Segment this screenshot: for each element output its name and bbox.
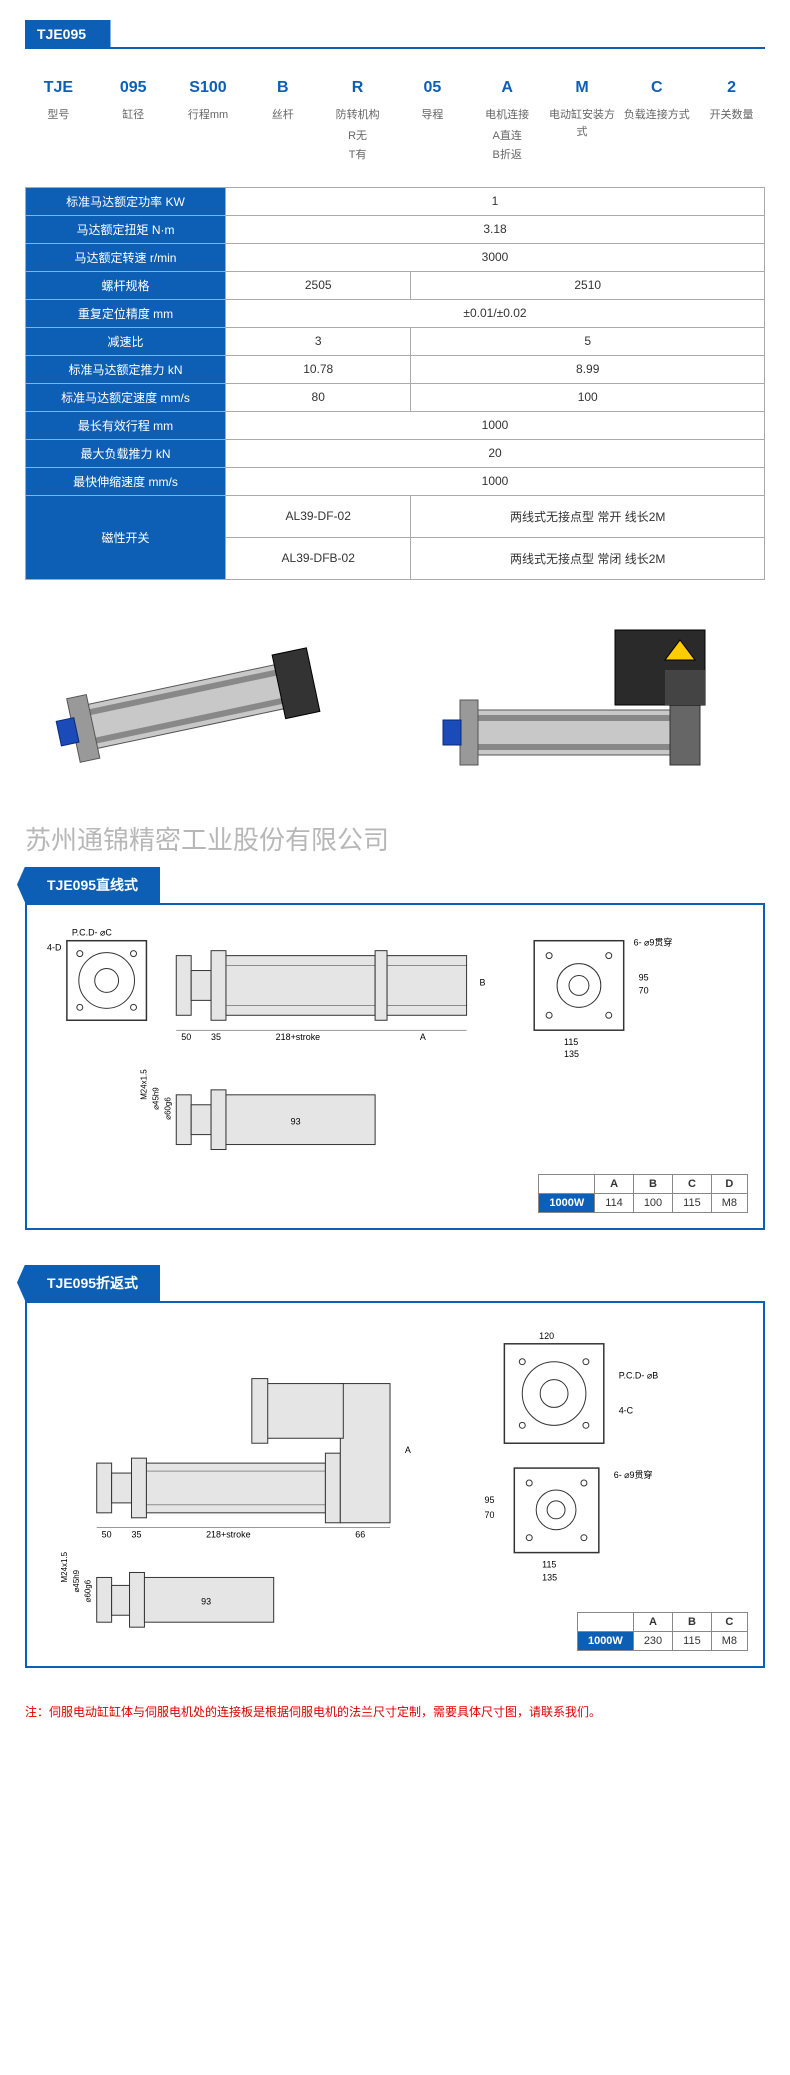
model-label: 电动缸安装方式 (549, 107, 616, 140)
model-label: 行程mm (175, 107, 242, 124)
product-images (25, 610, 765, 790)
svg-text:4-C: 4-C (619, 1405, 634, 1415)
svg-text:B: B (480, 977, 486, 987)
model-label: 负载连接方式 (623, 107, 690, 124)
svg-text:A: A (420, 1032, 426, 1042)
section2-dim-table: ABC 1000W230115M8 (577, 1612, 748, 1651)
model-label: 缸径 (100, 107, 167, 124)
svg-text:70: 70 (639, 985, 649, 995)
svg-text:50: 50 (181, 1032, 191, 1042)
svg-text:95: 95 (639, 972, 649, 982)
svg-text:35: 35 (211, 1032, 221, 1042)
model-label: 型号 (25, 107, 92, 124)
model-code: 2 (698, 79, 765, 97)
svg-text:135: 135 (542, 1572, 557, 1582)
section2-tab: TJE095折返式 (25, 1265, 160, 1301)
svg-text:⌀45h9: ⌀45h9 (72, 1569, 81, 1592)
section1-tab: TJE095直线式 (25, 867, 160, 903)
model-code: S100 (175, 79, 242, 97)
product-image-foldback (415, 610, 755, 790)
actuator-foldback-svg (415, 610, 755, 790)
model-code-row: TJE型号095缸径S100行程mmB丝杆R防转机构R无T有05导程A电机连接A… (25, 79, 765, 162)
model-code: C (623, 79, 690, 97)
svg-text:135: 135 (564, 1049, 579, 1059)
svg-text:93: 93 (201, 1596, 211, 1606)
svg-text:A: A (405, 1445, 411, 1455)
svg-text:6- ⌀9贯穿: 6- ⌀9贯穿 (634, 936, 673, 947)
svg-text:M24x1.5: M24x1.5 (139, 1068, 148, 1099)
svg-text:70: 70 (484, 1509, 494, 1519)
model-code: M (549, 79, 616, 97)
model-label: 电机连接 (474, 107, 541, 124)
svg-text:P.C.D- ⌀B: P.C.D- ⌀B (619, 1370, 659, 1380)
svg-text:115: 115 (542, 1559, 556, 1569)
product-image-inline (35, 610, 375, 790)
model-code: B (249, 79, 316, 97)
footer-note: 注：伺服电动缸缸体与伺服电机处的连接板是根据伺服电机的法兰尺寸定制，需要具体尺寸… (25, 1703, 765, 1720)
pcd-label: P.C.D- ⌀C (72, 927, 113, 937)
svg-text:95: 95 (484, 1494, 494, 1504)
spec-table: 标准马达额定功率 KW1马达额定扭矩 N·m3.18马达额定转速 r/min30… (25, 187, 765, 580)
model-label: 导程 (399, 107, 466, 124)
svg-text:50: 50 (102, 1529, 112, 1539)
model-label: 开关数量 (698, 107, 765, 124)
company-watermark: 苏州通锦精密工业股份有限公司 (25, 820, 765, 857)
header-tab: TJE095 (25, 20, 106, 48)
section1-diagram: P.C.D- ⌀C 4-D 50 35 218+stroke A B 6- ⌀9… (47, 925, 743, 1205)
svg-text:218+stroke: 218+stroke (276, 1032, 320, 1042)
svg-text:35: 35 (132, 1529, 142, 1539)
actuator-inline-svg (35, 610, 375, 790)
model-code: A (474, 79, 541, 97)
svg-text:6- ⌀9贯穿: 6- ⌀9贯穿 (614, 1469, 653, 1480)
svg-text:⌀45h9: ⌀45h9 (151, 1086, 160, 1109)
model-code: 05 (399, 79, 466, 97)
model-code: 095 (100, 79, 167, 97)
header-divider (25, 47, 765, 49)
svg-text:115: 115 (564, 1037, 578, 1047)
model-code: TJE (25, 79, 92, 97)
model-code: R (324, 79, 391, 97)
svg-text:⌀60g6: ⌀60g6 (163, 1096, 172, 1119)
section1-diagram-box: P.C.D- ⌀C 4-D 50 35 218+stroke A B 6- ⌀9… (25, 903, 765, 1230)
svg-text:⌀60g6: ⌀60g6 (84, 1579, 93, 1602)
model-label: 防转机构 (324, 107, 391, 124)
section2-diagram-box: 50 35 218+stroke 66 A 120 P.C.D- ⌀B 4-C … (25, 1301, 765, 1668)
d4-label: 4-D (47, 942, 62, 952)
svg-text:66: 66 (355, 1529, 365, 1539)
section2-diagram: 50 35 218+stroke 66 A 120 P.C.D- ⌀B 4-C … (47, 1323, 743, 1643)
svg-text:M24x1.5: M24x1.5 (60, 1551, 69, 1582)
svg-text:218+stroke: 218+stroke (206, 1529, 250, 1539)
model-label: 丝杆 (249, 107, 316, 124)
svg-text:93: 93 (291, 1116, 301, 1126)
section1-dim-table: ABCD 1000W114100115M8 (538, 1174, 748, 1213)
svg-text:120: 120 (539, 1330, 554, 1340)
